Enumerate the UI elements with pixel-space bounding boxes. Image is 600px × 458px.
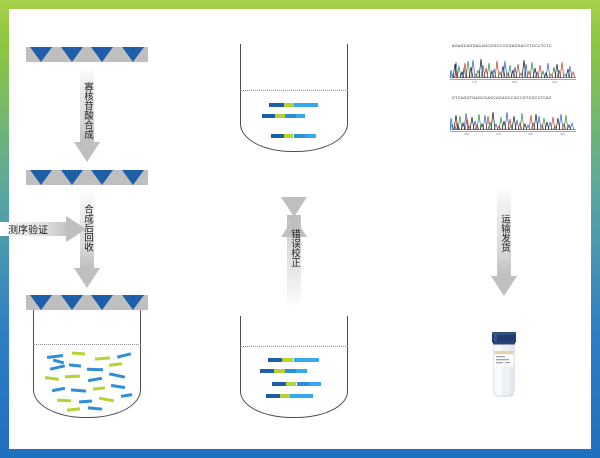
dna-segment — [280, 394, 291, 398]
dna-segment — [274, 114, 286, 118]
dna-segment — [268, 358, 283, 362]
dna-strand — [269, 103, 318, 107]
chip-spot-icon — [60, 170, 83, 185]
arrow-label-shipping-delivery: 运输发货 — [498, 214, 510, 252]
dna-segment — [272, 382, 286, 386]
error-corrected-tube — [240, 44, 348, 152]
dna-segment — [295, 369, 307, 373]
product-vial — [489, 330, 519, 398]
chromatogram-axis-2 — [450, 131, 576, 132]
chromatogram-tick: 170 — [472, 80, 478, 84]
dna-strand — [262, 114, 305, 118]
chip-spot-icon — [60, 47, 83, 62]
dna-segment — [262, 114, 275, 118]
sequence-text-2: GTCAGGTGAGCGAGCAGAGCCGCCGTCGCCTCAC — [452, 96, 552, 100]
arrow-label-error-correction: 错误校正 — [288, 229, 300, 267]
chromatogram-trace-1 — [450, 58, 576, 78]
tube-outline — [33, 310, 141, 418]
chip-spot-icon — [30, 170, 53, 185]
dna-segment — [269, 103, 284, 107]
chip-spot-icon — [121, 170, 144, 185]
dna-segment — [294, 103, 318, 107]
chromatogram-tick: 180 — [512, 80, 518, 84]
chromatogram-tick: 400 — [464, 132, 470, 136]
liquid-surface-line — [240, 346, 348, 347]
oligo-synthesis-chip — [26, 47, 148, 62]
chip-spot-icon — [121, 47, 144, 62]
arrow-shipping-delivery: 运输发货 — [481, 186, 527, 298]
dna-segment — [274, 369, 286, 373]
dna-segment — [290, 394, 313, 398]
dna-strand — [272, 382, 321, 386]
dna-segment — [260, 369, 275, 373]
dna-segment — [295, 114, 305, 118]
chip-spot-icon — [30, 295, 53, 310]
dna-segment — [285, 382, 297, 386]
oligo-fragment — [86, 367, 104, 372]
dna-segment — [293, 134, 306, 138]
liquid-surface-line — [33, 344, 141, 345]
dna-segment — [283, 134, 294, 138]
dna-segment — [293, 358, 319, 362]
arrow-error-correction: 错误校正 — [271, 197, 317, 307]
dna-segment — [285, 369, 296, 373]
arrow-pca-pcr: PCA+PCR — [0, 0, 86, 242]
tube-outline — [240, 316, 348, 418]
chromatogram-trace-2 — [450, 111, 576, 130]
dna-strand — [268, 358, 319, 362]
chip-spot-icon — [91, 295, 114, 310]
chromatogram-tick: 420 — [528, 132, 534, 136]
dna-segment — [282, 358, 294, 362]
dna-strand — [266, 394, 313, 398]
arrow-post-synthesis-recovery: 合成后回收 — [64, 190, 110, 290]
dna-segment — [296, 382, 310, 386]
recovery-chip — [26, 295, 148, 310]
sequence-text-1: AGAGCAGGACAGCGGCCCGGAGGACCTGCCTCTC — [452, 44, 552, 48]
dna-strand — [260, 369, 307, 373]
chromatogram-tick: 190 — [552, 80, 558, 84]
sequencing-chromatogram-panel-2: GTCAGGTGAGCGAGCAGAGCCGCCGTCGCCTCAC 400 4… — [450, 96, 576, 138]
chromatogram-tick: 410 — [496, 132, 502, 136]
dna-strand — [271, 134, 316, 138]
dna-segment — [283, 103, 295, 107]
arrow-label-oligo-synthesis: 寡核苷酸合成 — [81, 82, 93, 139]
arrow-label-sequencing-verification: 测序验证 — [8, 225, 48, 237]
arrow-label-post-synthesis-recovery: 合成后回收 — [81, 204, 93, 252]
arrow-sequencing-verification: 测序验证 — [0, 34, 86, 242]
chromatogram-tick: 430 — [560, 132, 566, 136]
dna-segment — [305, 134, 316, 138]
chip-spot-icon — [91, 47, 114, 62]
oligo-pool-tube — [33, 310, 141, 418]
arrow-oligo-synthesis: 寡核苷酸合成 — [64, 66, 110, 162]
dna-segment — [271, 134, 284, 138]
liquid-surface-line — [240, 90, 348, 91]
chip-spot-icon — [91, 170, 114, 185]
dna-segment — [285, 114, 296, 118]
dna-segment — [309, 382, 321, 386]
synthesized-oligo-chip — [26, 170, 148, 185]
chip-spot-icon — [121, 295, 144, 310]
tube-outline — [240, 44, 348, 152]
sequencing-chromatogram-panel-1: AGAGCAGGACAGCGGCCCGGAGGACCTGCCTCTC 170 1… — [450, 44, 576, 86]
dna-segment — [266, 394, 281, 398]
assembled-product-tube — [240, 316, 348, 418]
chromatogram-axis-1 — [450, 79, 576, 80]
chip-spot-icon — [30, 47, 53, 62]
chip-spot-icon — [60, 295, 83, 310]
